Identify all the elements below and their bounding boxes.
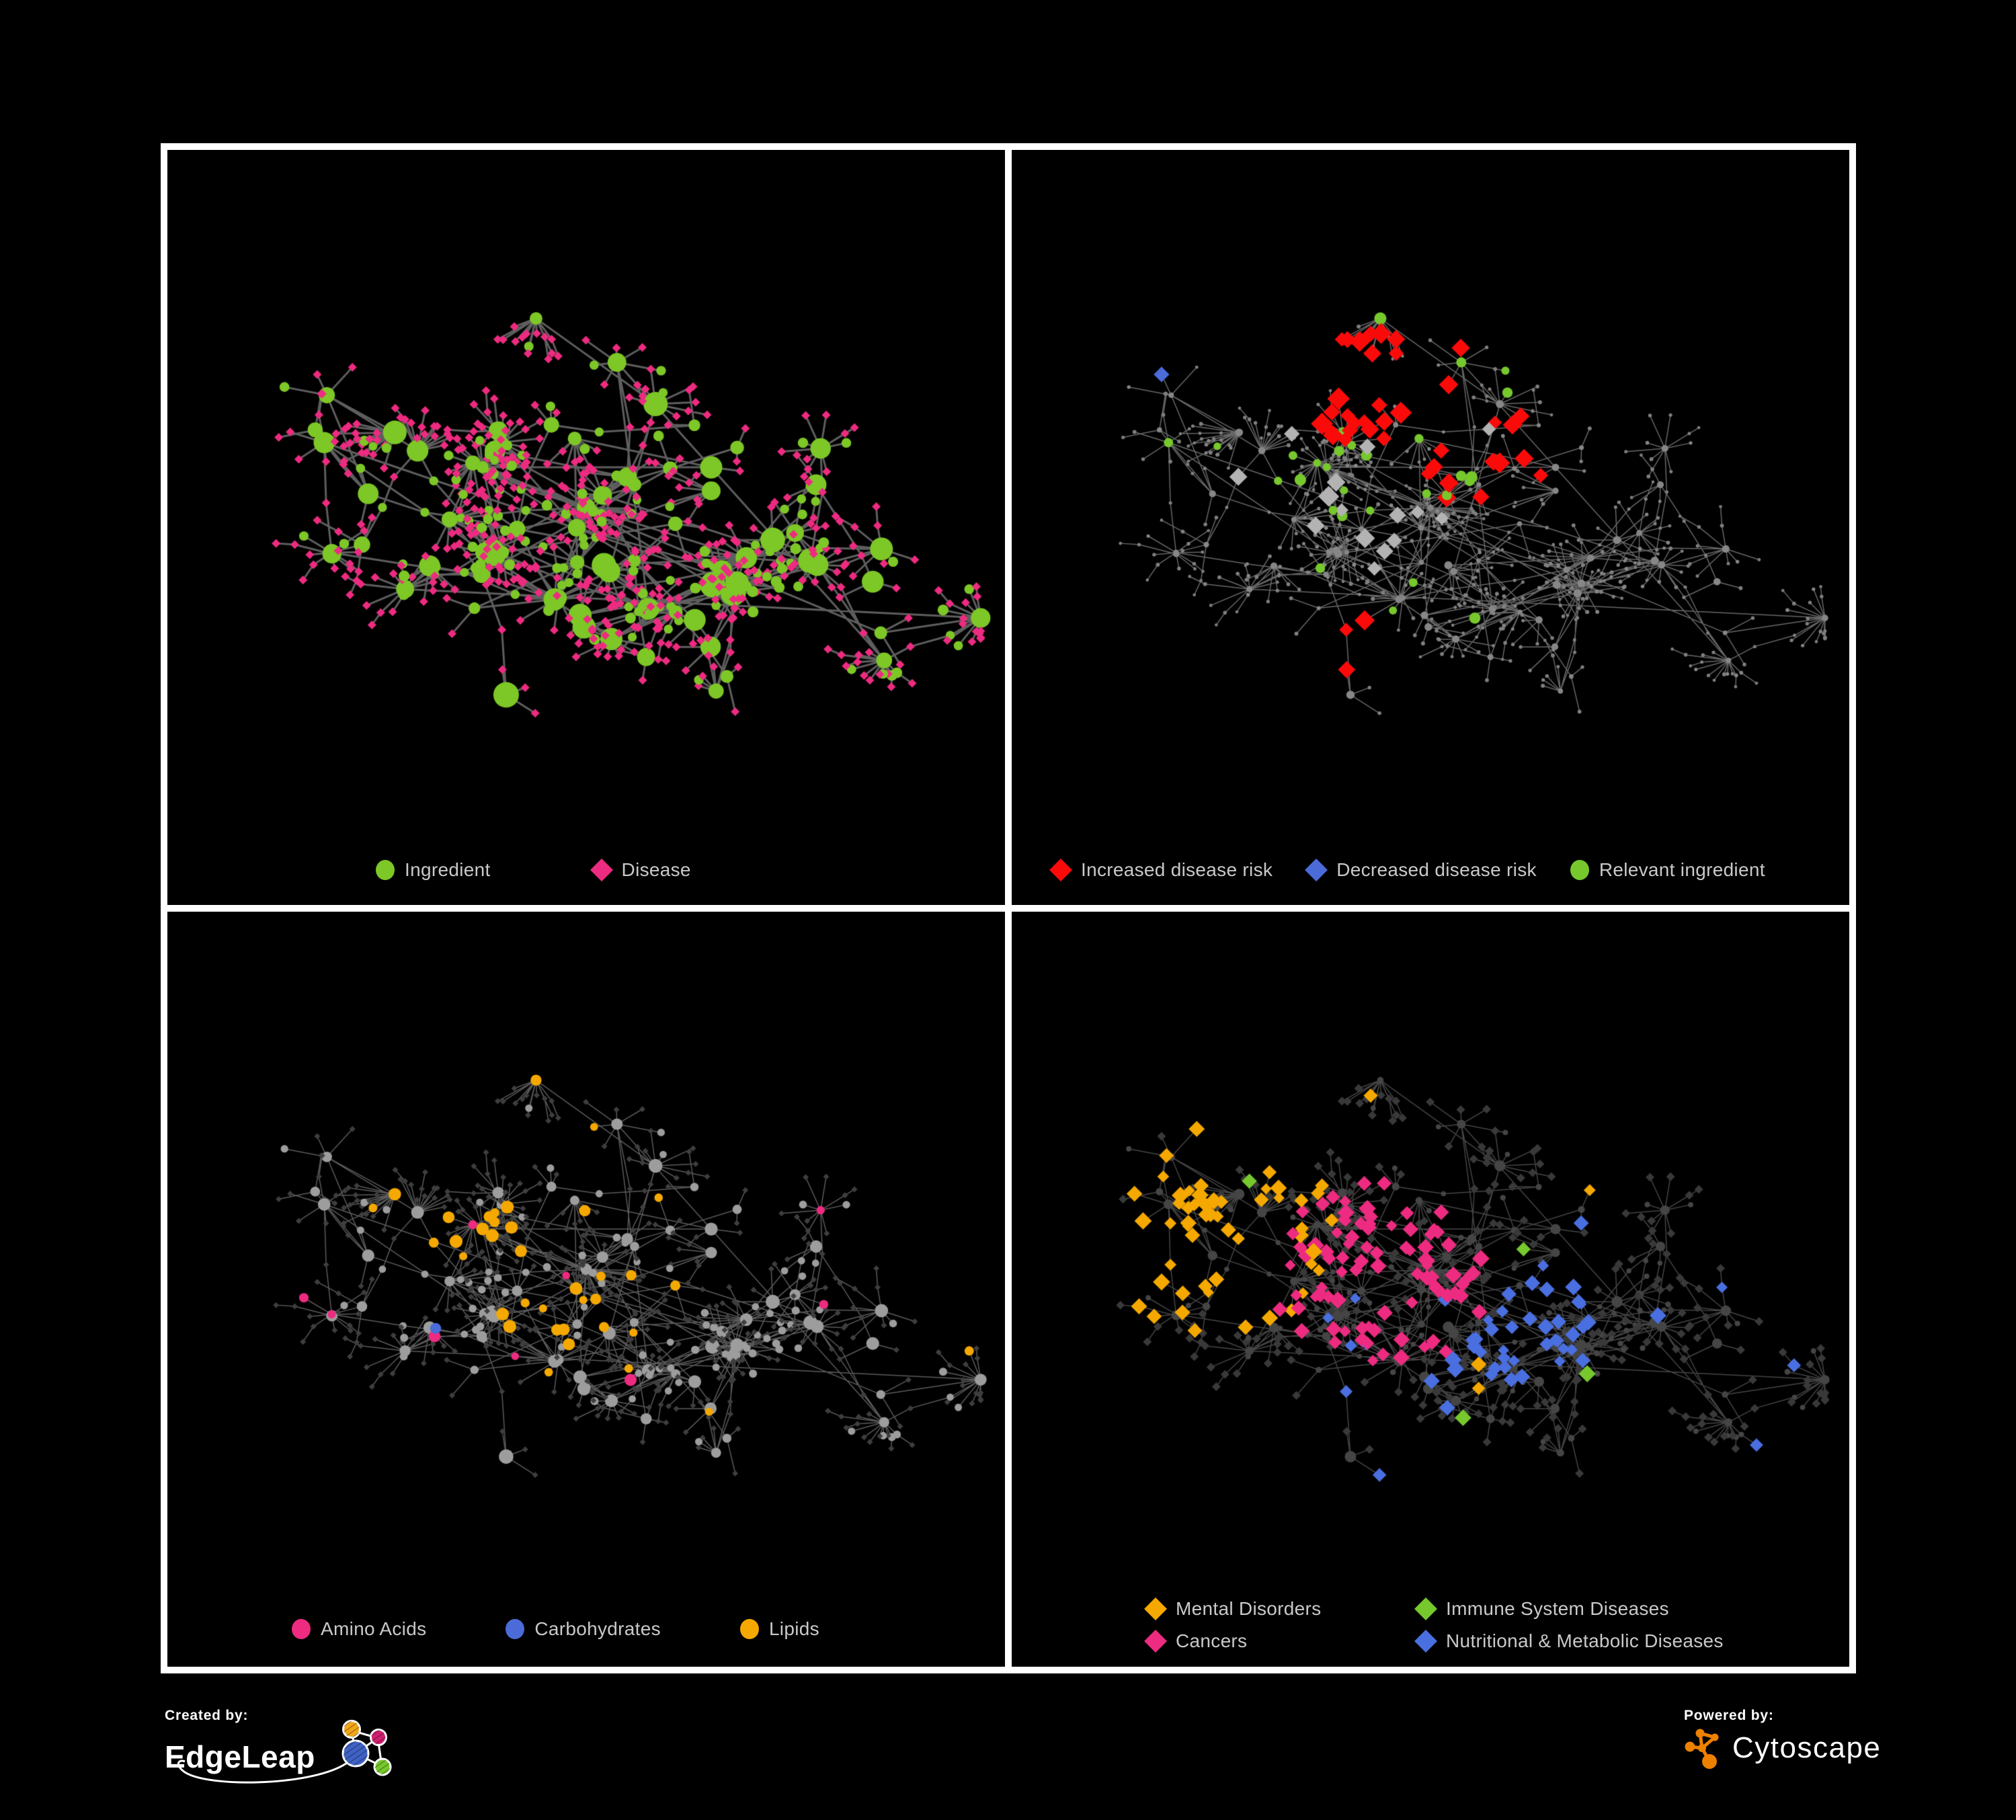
network-canvas-nutrient-classes: [167, 912, 1005, 1604]
legend-item: Nutritional & Metabolic Diseases: [1414, 1630, 1724, 1653]
edgeleap-brand-row: EdgeLeap: [165, 1720, 399, 1787]
legend-label: Relevant ingredient: [1599, 859, 1765, 880]
legend-item: Amino Acids: [292, 1618, 426, 1640]
legend-label: Disease: [621, 859, 691, 880]
legend-label: Immune System Diseases: [1446, 1598, 1669, 1619]
panel-grid: Ingredient Disease Increased disease ris…: [161, 143, 1856, 1673]
legend-item: Decreased disease risk: [1305, 859, 1537, 881]
legend-item: Immune System Diseases: [1414, 1597, 1724, 1620]
cytoscape-logo-icon: [1685, 1729, 1719, 1769]
panel-disease-risk: Increased disease risk Decreased disease…: [1012, 150, 1849, 905]
ingredient-marker-icon: [376, 860, 395, 880]
legend-item: Carbohydrates: [506, 1618, 661, 1640]
relevant-ingredient-marker-icon: [1570, 860, 1589, 880]
legend-item: Increased disease risk: [1049, 859, 1273, 881]
legend-nutrient-classes: Amino Acids Carbohydrates Lipids: [292, 1618, 819, 1640]
legend-label: Amino Acids: [321, 1618, 427, 1639]
decreased-risk-marker-icon: [1305, 859, 1328, 881]
lipids-marker-icon: [739, 1619, 759, 1639]
created-by-label: Created by:: [165, 1708, 249, 1723]
immune-system-diseases-marker-icon: [1414, 1597, 1437, 1620]
network-canvas-disease-classes: [1012, 912, 1849, 1604]
cytoscape-brand-row: Cytoscape: [1684, 1727, 1881, 1770]
legend-item: Mental Disorders: [1144, 1597, 1416, 1620]
powered-by-label: Powered by:: [1684, 1708, 1774, 1723]
legend-label: Cancers: [1176, 1630, 1248, 1651]
legend-label: Mental Disorders: [1176, 1598, 1322, 1619]
created-by-block: Created by: EdgeLeap: [165, 1708, 399, 1787]
network-canvas-ingredient-disease: [167, 150, 1005, 842]
cytoscape-wordmark: Cytoscape: [1732, 1731, 1882, 1764]
cancers-marker-icon: [1144, 1630, 1167, 1653]
legend-item: Relevant ingredient: [1570, 859, 1765, 881]
edgeleap-logo-icon: [177, 1720, 392, 1784]
increased-risk-marker-icon: [1049, 859, 1072, 881]
legend-label: Carbohydrates: [534, 1618, 661, 1639]
panel-ingredient-disease: Ingredient Disease: [167, 150, 1005, 905]
legend-item: Ingredient: [376, 859, 491, 881]
panel-nutrient-classes: Amino Acids Carbohydrates Lipids: [167, 912, 1005, 1667]
legend-item: Lipids: [739, 1618, 819, 1640]
legend-disease-classes: Mental Disorders Immune System Diseases …: [1144, 1597, 1724, 1653]
legend-label: Nutritional & Metabolic Diseases: [1446, 1630, 1724, 1651]
mental-disorders-marker-icon: [1144, 1597, 1167, 1620]
panel-disease-classes: Mental Disorders Immune System Diseases …: [1012, 912, 1849, 1667]
legend-disease-risk: Increased disease risk Decreased disease…: [1049, 859, 1765, 881]
amino-acids-marker-icon: [292, 1619, 311, 1639]
carbohydrates-marker-icon: [506, 1619, 525, 1639]
legend-item: Cancers: [1144, 1630, 1416, 1653]
powered-by-block: Powered by: Cytoscape: [1684, 1708, 1881, 1770]
legend-label: Increased disease risk: [1081, 859, 1273, 880]
nutritional-metabolic-diseases-marker-icon: [1414, 1630, 1437, 1653]
disease-marker-icon: [590, 859, 613, 881]
legend-item: Disease: [590, 859, 691, 881]
edgeleap-wordmark: EdgeLeap: [165, 1739, 315, 1774]
legend-label: Lipids: [768, 1618, 819, 1639]
legend-label: Decreased disease risk: [1336, 859, 1537, 880]
network-canvas-disease-risk: [1012, 150, 1849, 842]
legend-ingredient-disease: Ingredient Disease: [376, 859, 691, 881]
legend-label: Ingredient: [405, 859, 491, 880]
